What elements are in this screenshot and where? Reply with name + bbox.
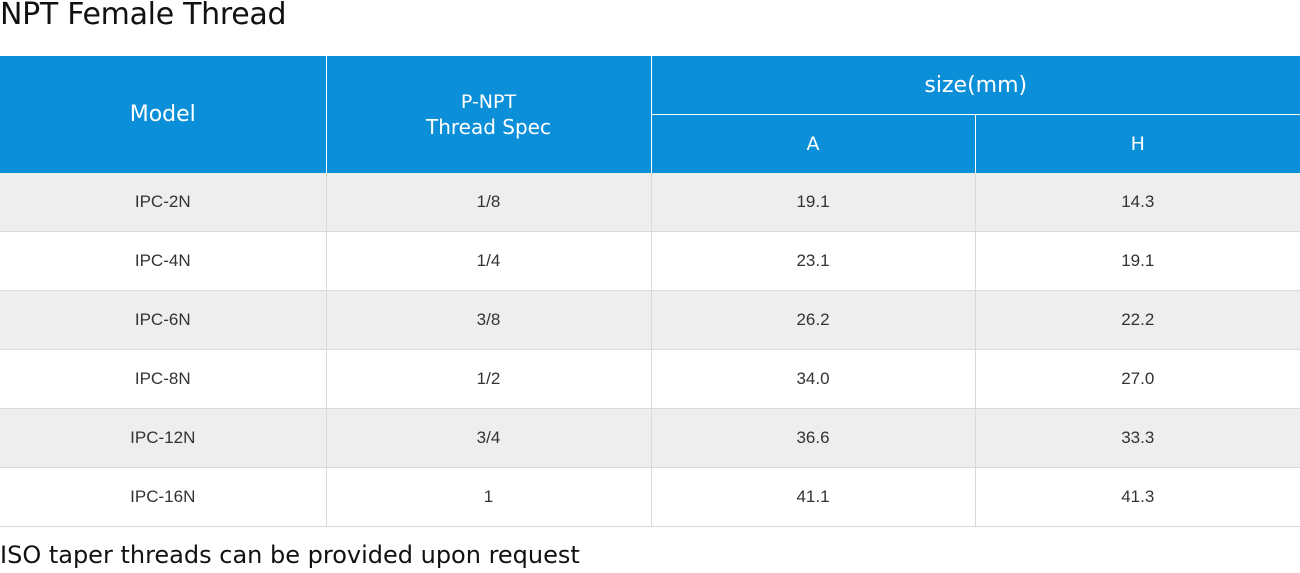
table-row: IPC-16N 1 41.1 41.3: [0, 467, 1300, 527]
table-header: Model P-NPT Thread Spec size(mm) A H: [0, 56, 1300, 173]
cell-size-h: 14.3: [975, 173, 1300, 232]
cell-size-a: 26.2: [651, 290, 976, 350]
cell-model: IPC-12N: [0, 408, 327, 468]
cell-thread-spec: 1/8: [326, 173, 652, 232]
cell-thread-spec: 3/4: [326, 408, 652, 468]
column-header-thread-spec: P-NPT Thread Spec: [326, 56, 652, 173]
cell-model: IPC-2N: [0, 173, 327, 232]
column-header-model: Model: [0, 56, 327, 173]
cell-size-a: 23.1: [651, 231, 976, 291]
cell-thread-spec: 1/2: [326, 349, 652, 409]
column-group-size: size(mm): [651, 56, 1300, 115]
page-title: NPT Female Thread: [0, 0, 287, 32]
cell-size-a: 34.0: [651, 349, 976, 409]
column-header-h: H: [975, 114, 1300, 173]
table-body: IPC-2N 1/8 19.1 14.3 IPC-4N 1/4 23.1 19.…: [0, 173, 1300, 527]
cell-model: IPC-6N: [0, 290, 327, 350]
cell-size-h: 33.3: [975, 408, 1300, 468]
cell-model: IPC-8N: [0, 349, 327, 409]
thread-spec-header-line2: Thread Spec: [426, 114, 551, 139]
cell-model: IPC-4N: [0, 231, 327, 291]
table-row: IPC-12N 3/4 36.6 33.3: [0, 408, 1300, 468]
cell-size-h: 22.2: [975, 290, 1300, 350]
table-row: IPC-8N 1/2 34.0 27.0: [0, 349, 1300, 409]
column-header-a: A: [651, 114, 976, 173]
table-row: IPC-6N 3/8 26.2 22.2: [0, 290, 1300, 350]
cell-thread-spec: 1: [326, 467, 652, 527]
thread-spec-header-line1: P-NPT: [460, 90, 517, 113]
table-row: IPC-4N 1/4 23.1 19.1: [0, 231, 1300, 291]
cell-size-a: 36.6: [651, 408, 976, 468]
thread-spec-table: Model P-NPT Thread Spec size(mm) A H IPC…: [0, 56, 1300, 527]
cell-thread-spec: 3/8: [326, 290, 652, 350]
cell-size-h: 19.1: [975, 231, 1300, 291]
table-row: IPC-2N 1/8 19.1 14.3: [0, 173, 1300, 232]
cell-model: IPC-16N: [0, 467, 327, 527]
cell-size-h: 41.3: [975, 467, 1300, 527]
cell-size-a: 19.1: [651, 173, 976, 232]
cell-size-a: 41.1: [651, 467, 976, 527]
footnote: ISO taper threads can be provided upon r…: [0, 541, 580, 569]
cell-thread-spec: 1/4: [326, 231, 652, 291]
cell-size-h: 27.0: [975, 349, 1300, 409]
